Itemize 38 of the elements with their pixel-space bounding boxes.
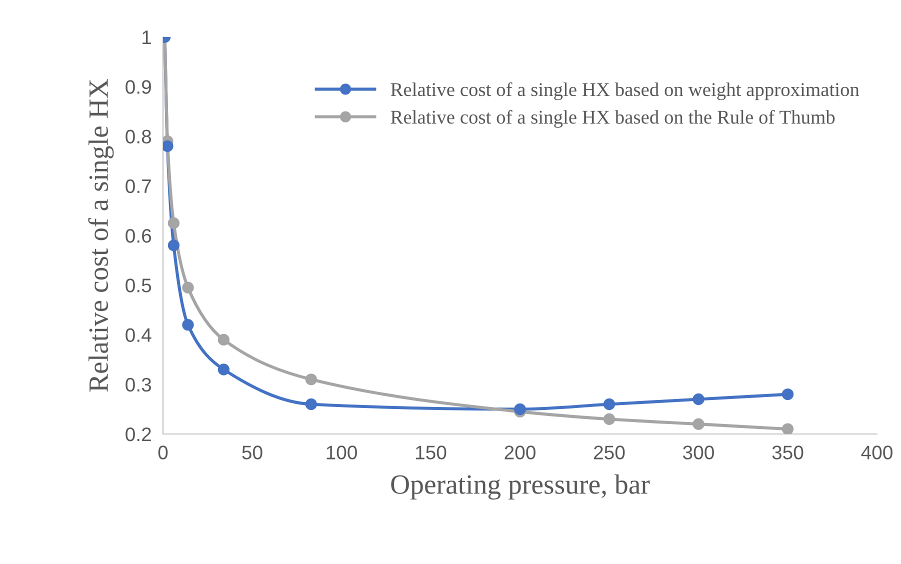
x-tick-label: 300 xyxy=(683,446,714,460)
point xyxy=(305,398,317,410)
y-axis-title: Relative cost of a single HX xyxy=(88,79,114,392)
y-tick-label: 0.7 xyxy=(126,179,151,194)
x-tick-label: 100 xyxy=(326,446,357,460)
y-tick-label: 0.8 xyxy=(126,130,152,144)
point xyxy=(182,318,194,331)
legend-label: Relative cost of a single HX based on the Rule of Thumb xyxy=(390,110,835,128)
x-tick-label: 0 xyxy=(158,446,168,460)
legend-label: Relative cost of a single HX based on weight approximation xyxy=(390,82,860,100)
point xyxy=(692,393,704,406)
point xyxy=(782,388,794,400)
y-tick-label: 1 xyxy=(142,30,151,44)
point xyxy=(218,334,230,346)
point xyxy=(168,240,180,252)
point xyxy=(163,140,174,152)
y-tick-label: 0.2 xyxy=(126,427,151,442)
y-tick-label: 0.5 xyxy=(126,278,152,292)
point xyxy=(182,282,194,294)
x-tick-label: 150 xyxy=(416,446,446,460)
point xyxy=(218,364,230,376)
x-tick-label: 400 xyxy=(861,446,892,460)
point xyxy=(514,403,526,416)
x-axis-title: Operating pressure, bar xyxy=(391,474,650,500)
y-tick-label: 0.6 xyxy=(126,228,152,243)
x-tick-label: 250 xyxy=(594,446,625,460)
point xyxy=(168,217,180,229)
y-tick-label: 0.9 xyxy=(126,80,151,94)
y-tick-label: 0.3 xyxy=(126,378,152,392)
point xyxy=(603,413,616,425)
x-tick-label: 350 xyxy=(772,446,804,460)
point xyxy=(692,418,704,430)
point xyxy=(603,398,616,410)
point xyxy=(305,374,317,386)
point xyxy=(782,423,794,434)
x-tick-label: 200 xyxy=(504,446,536,460)
y-tick-label: 0.4 xyxy=(126,328,152,342)
x-tick-label: 50 xyxy=(242,446,262,460)
